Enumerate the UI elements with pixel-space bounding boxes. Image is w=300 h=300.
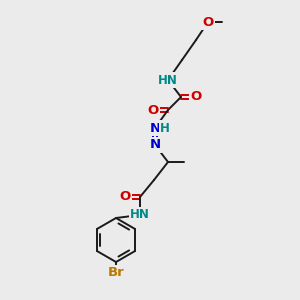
Text: HN: HN bbox=[158, 74, 178, 86]
Text: HN: HN bbox=[130, 208, 150, 221]
Text: O: O bbox=[147, 103, 159, 116]
Text: H: H bbox=[160, 122, 170, 134]
Text: O: O bbox=[190, 91, 202, 103]
Text: N: N bbox=[149, 122, 161, 134]
Text: O: O bbox=[119, 190, 130, 203]
Text: Br: Br bbox=[108, 266, 124, 280]
Text: N: N bbox=[149, 139, 161, 152]
Text: O: O bbox=[202, 16, 214, 28]
